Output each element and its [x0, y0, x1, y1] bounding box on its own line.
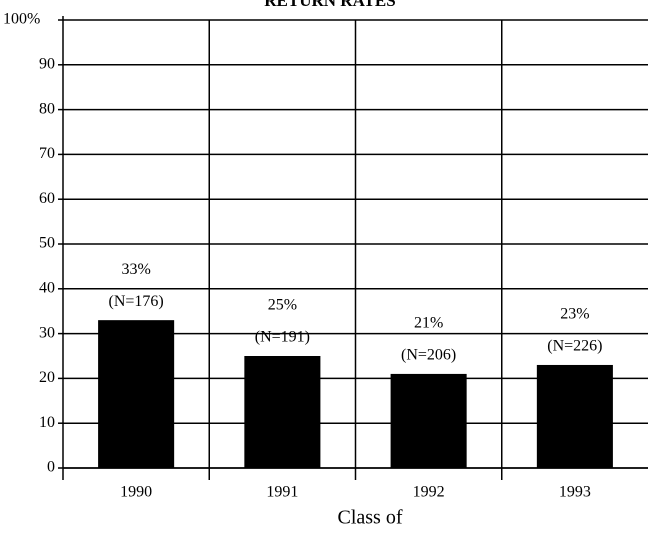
- y-tick-label: 90: [39, 55, 55, 72]
- value-label: 21%: [414, 315, 443, 332]
- y-tick-label: 20: [39, 369, 55, 386]
- y-tick-label: 50: [39, 235, 55, 252]
- annotation: (N=226): [547, 338, 602, 355]
- x-tick-label: 1991: [266, 484, 298, 501]
- x-tick-label: 1992: [413, 484, 445, 501]
- y-tick-label: 60: [39, 190, 55, 207]
- bar: [98, 320, 175, 468]
- x-tick-label: 1990: [120, 484, 152, 501]
- y-tick-label: 40: [39, 279, 55, 296]
- x-tick-label: 1993: [559, 484, 591, 501]
- y-tick-label: 10: [39, 414, 55, 431]
- annotation: (N=191): [255, 329, 310, 346]
- y-tick-label: 80: [39, 100, 55, 117]
- y-tick-label: 30: [39, 324, 55, 341]
- bar: [536, 364, 613, 468]
- y-tick-label: 100%: [3, 11, 40, 28]
- bar: [390, 373, 467, 468]
- annotation: (N=176): [109, 293, 164, 310]
- value-label: 25%: [268, 297, 297, 314]
- annotation: (N=206): [401, 347, 456, 364]
- value-label: 23%: [560, 306, 589, 323]
- chart-title: RETURN RATES: [264, 0, 395, 10]
- x-axis-label: Class of: [338, 507, 403, 529]
- y-tick-label: 70: [39, 145, 55, 162]
- value-label: 33%: [121, 261, 150, 278]
- y-tick-label: 0: [47, 459, 55, 476]
- bar: [244, 356, 321, 468]
